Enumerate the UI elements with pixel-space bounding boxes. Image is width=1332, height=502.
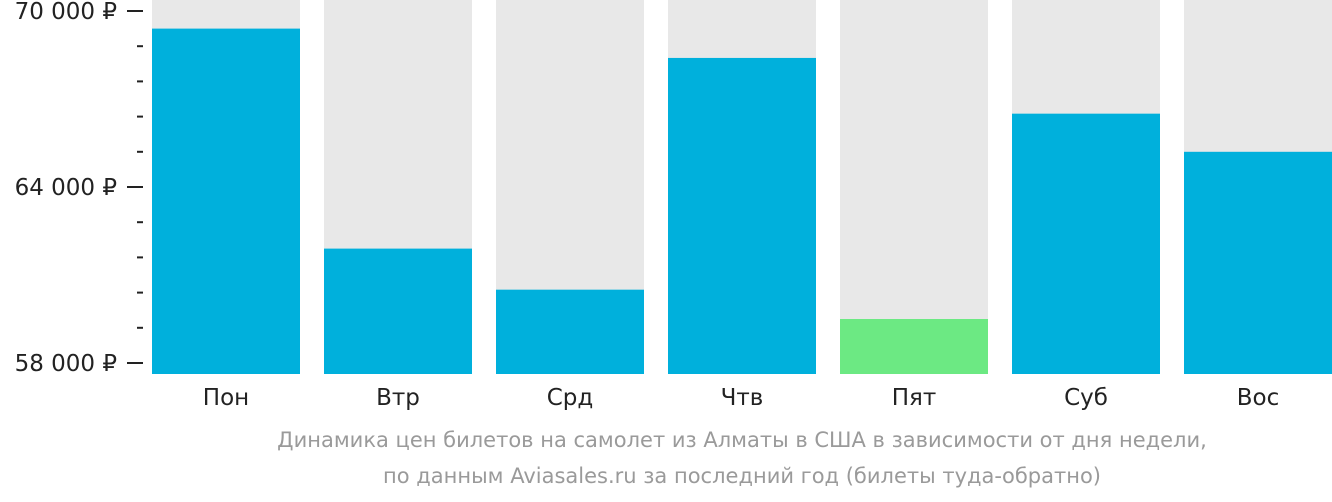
x-tick-label-7: Вос [1237, 385, 1280, 411]
bar-6 [1012, 113, 1160, 375]
x-tick-label-4: Чтв [721, 385, 764, 411]
x-tick-label-2: Втр [376, 385, 420, 411]
bar-4 [668, 57, 816, 374]
x-tick-label-3: Срд [547, 385, 594, 411]
y-tick-label-2: 64 000 ₽ [15, 175, 117, 201]
bar-2 [324, 248, 472, 374]
bar-1 [152, 28, 300, 374]
bar-3 [496, 289, 644, 374]
y-tick-label-1: 58 000 ₽ [15, 351, 117, 377]
chart-caption-line-2: по данным Aviasales.ru за последний год … [383, 464, 1101, 488]
x-tick-label-1: Пон [203, 385, 249, 411]
x-tick-label-5: Пят [892, 385, 937, 411]
bar-7 [1184, 151, 1332, 374]
bar-5 [840, 319, 988, 374]
bar-background-5 [840, 0, 988, 374]
x-tick-label-6: Суб [1064, 385, 1108, 411]
y-tick-label-3: 70 000 ₽ [15, 0, 117, 25]
chart-caption-line-1: Динамика цен билетов на самолет из Алмат… [277, 428, 1207, 452]
